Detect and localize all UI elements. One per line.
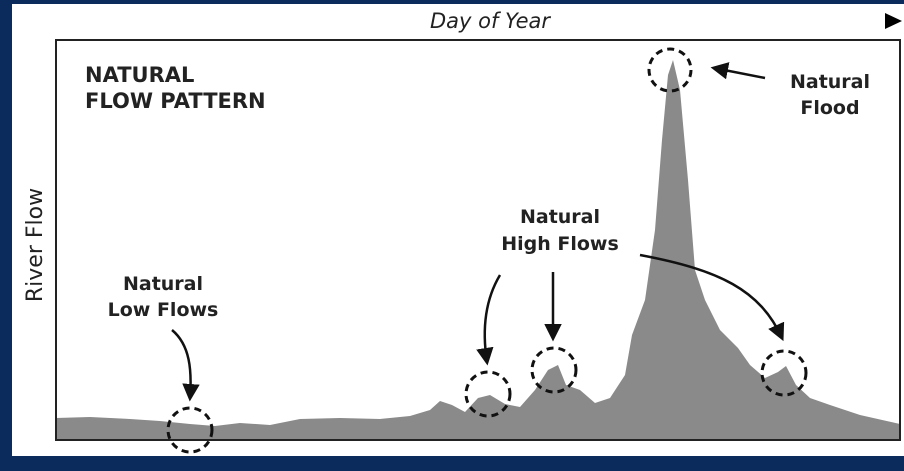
- arrow-head: [885, 13, 902, 29]
- arrow: [639, 253, 785, 342]
- x-axis-label: Day of Year: [430, 9, 551, 33]
- arrow: [710, 62, 766, 80]
- arrows: [171, 62, 785, 402]
- low-circle: [166, 406, 214, 454]
- circles: [166, 47, 808, 454]
- frame: [55, 39, 901, 441]
- annotation: Natural: [790, 71, 870, 93]
- flood-circle: [647, 47, 693, 93]
- high-circle: [760, 349, 808, 397]
- annotation: Flood: [800, 97, 859, 119]
- y-axis-label: River Flow: [23, 188, 48, 302]
- arrow: [476, 274, 502, 366]
- annotation: Low Flows: [108, 299, 219, 321]
- title-line: FLOW PATTERN: [85, 89, 266, 113]
- annotation: Natural: [123, 273, 203, 295]
- high-circle: [530, 346, 578, 394]
- label-bg: [415, 8, 565, 34]
- annotation: Natural: [520, 206, 600, 228]
- high-circle: [464, 370, 512, 418]
- arrow: [171, 329, 200, 402]
- hydrograph: [56, 60, 900, 440]
- title-line: NATURAL: [85, 63, 194, 87]
- annotation: High Flows: [501, 233, 619, 255]
